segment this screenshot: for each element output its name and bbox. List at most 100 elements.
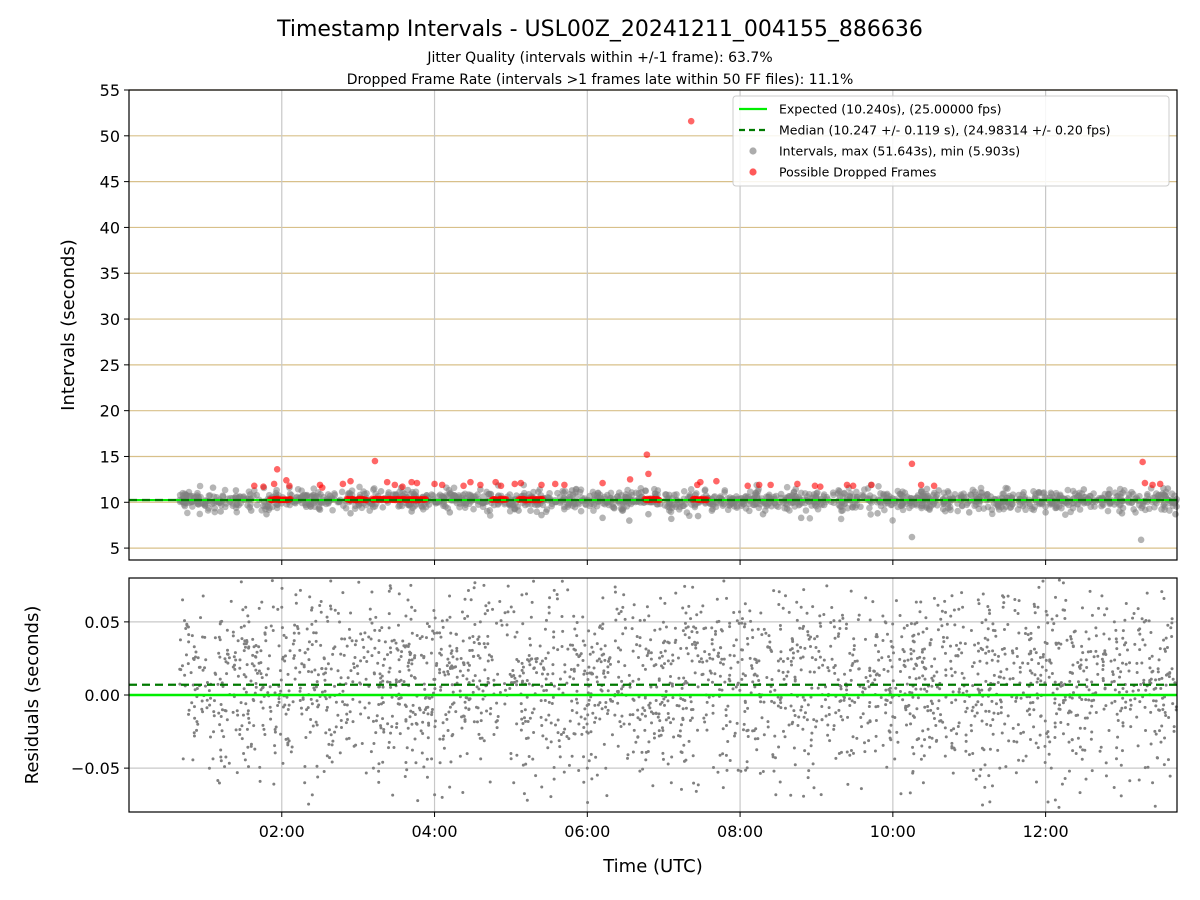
residual-point (734, 685, 738, 689)
residual-point (1031, 701, 1035, 705)
interval-point (194, 500, 202, 508)
residual-point (640, 712, 644, 716)
residual-point (541, 666, 545, 670)
residual-point (478, 679, 482, 683)
residual-point (521, 679, 525, 683)
residual-point (548, 596, 552, 600)
residual-point (846, 715, 850, 719)
residual-point (659, 596, 663, 600)
residual-point (381, 685, 385, 689)
residual-point (745, 636, 749, 640)
residual-point (572, 677, 576, 681)
residual-point (483, 612, 487, 616)
residual-point (621, 632, 625, 636)
residual-point (1001, 605, 1005, 609)
residual-point (220, 708, 224, 712)
residual-point (599, 660, 603, 664)
residual-point (814, 658, 818, 662)
residual-point (674, 591, 678, 595)
residual-point (1153, 804, 1157, 808)
residual-point (956, 724, 960, 728)
residual-point (203, 684, 207, 688)
residual-point (710, 638, 714, 642)
interval-point (632, 489, 640, 497)
residual-point (986, 638, 990, 642)
residual-point (231, 630, 235, 634)
residual-point (721, 727, 725, 731)
interval-point (543, 506, 551, 513)
residual-point (881, 638, 885, 642)
residual-point (442, 734, 446, 738)
residual-point (770, 699, 774, 703)
residual-point (364, 677, 368, 681)
residual-point (732, 654, 736, 658)
residual-point (287, 703, 291, 707)
residual-point (246, 712, 250, 716)
residual-point (300, 662, 304, 666)
interval-point (1048, 490, 1055, 498)
residual-point (743, 709, 747, 713)
residual-point (466, 661, 470, 665)
residual-point (273, 751, 277, 755)
residual-point (650, 721, 654, 725)
residual-point (404, 760, 408, 764)
residual-point (1090, 730, 1094, 734)
residual-point (463, 616, 467, 620)
residual-point (885, 765, 889, 769)
interval-point (316, 506, 324, 513)
residual-point (394, 680, 398, 684)
residual-point (1125, 690, 1129, 694)
residual-point (1064, 598, 1068, 602)
residual-point (474, 705, 478, 709)
residual-point (692, 781, 696, 785)
residual-point (756, 737, 760, 741)
residual-point (853, 700, 857, 704)
residual-point (654, 698, 658, 702)
residual-point (356, 672, 360, 676)
residual-point (1070, 738, 1074, 742)
residual-point (626, 753, 630, 757)
residual-point (247, 620, 251, 624)
interval-point (721, 487, 729, 494)
residual-point (606, 712, 610, 716)
interval-point (1118, 509, 1126, 517)
residual-point (654, 663, 658, 667)
residual-point (560, 615, 564, 619)
residual-point (890, 665, 894, 669)
residual-point (1138, 632, 1142, 636)
residual-point (448, 785, 452, 789)
residual-point (803, 698, 807, 702)
residual-point (451, 690, 455, 694)
residual-point (1053, 680, 1057, 684)
residual-point (455, 649, 459, 653)
residual-point (468, 648, 472, 652)
residual-point (1043, 761, 1047, 765)
residual-point (532, 579, 536, 583)
residual-point (439, 688, 443, 692)
residual-point (707, 652, 711, 656)
residual-point (850, 699, 854, 703)
residual-point (735, 721, 739, 725)
residual-point (448, 615, 452, 619)
residual-point (547, 713, 551, 717)
residual-point (990, 658, 994, 662)
residual-point (481, 689, 485, 693)
residual-point (595, 659, 599, 663)
residual-point (503, 611, 507, 615)
interval-point (1020, 489, 1027, 496)
residual-point (1071, 749, 1075, 753)
residual-point (333, 608, 337, 612)
residual-point (224, 755, 228, 759)
residual-point (978, 659, 982, 663)
residual-point (1101, 663, 1105, 667)
residual-point (192, 734, 196, 738)
residual-point (868, 618, 872, 622)
residual-point (187, 640, 191, 644)
residual-point (479, 757, 483, 761)
residual-point (251, 637, 255, 641)
residual-point (398, 670, 402, 674)
residual-point (840, 613, 844, 617)
residual-point (288, 649, 292, 653)
residual-point (608, 698, 612, 702)
top-panel-y-axis-label: Intervals (seconds) (58, 239, 79, 411)
